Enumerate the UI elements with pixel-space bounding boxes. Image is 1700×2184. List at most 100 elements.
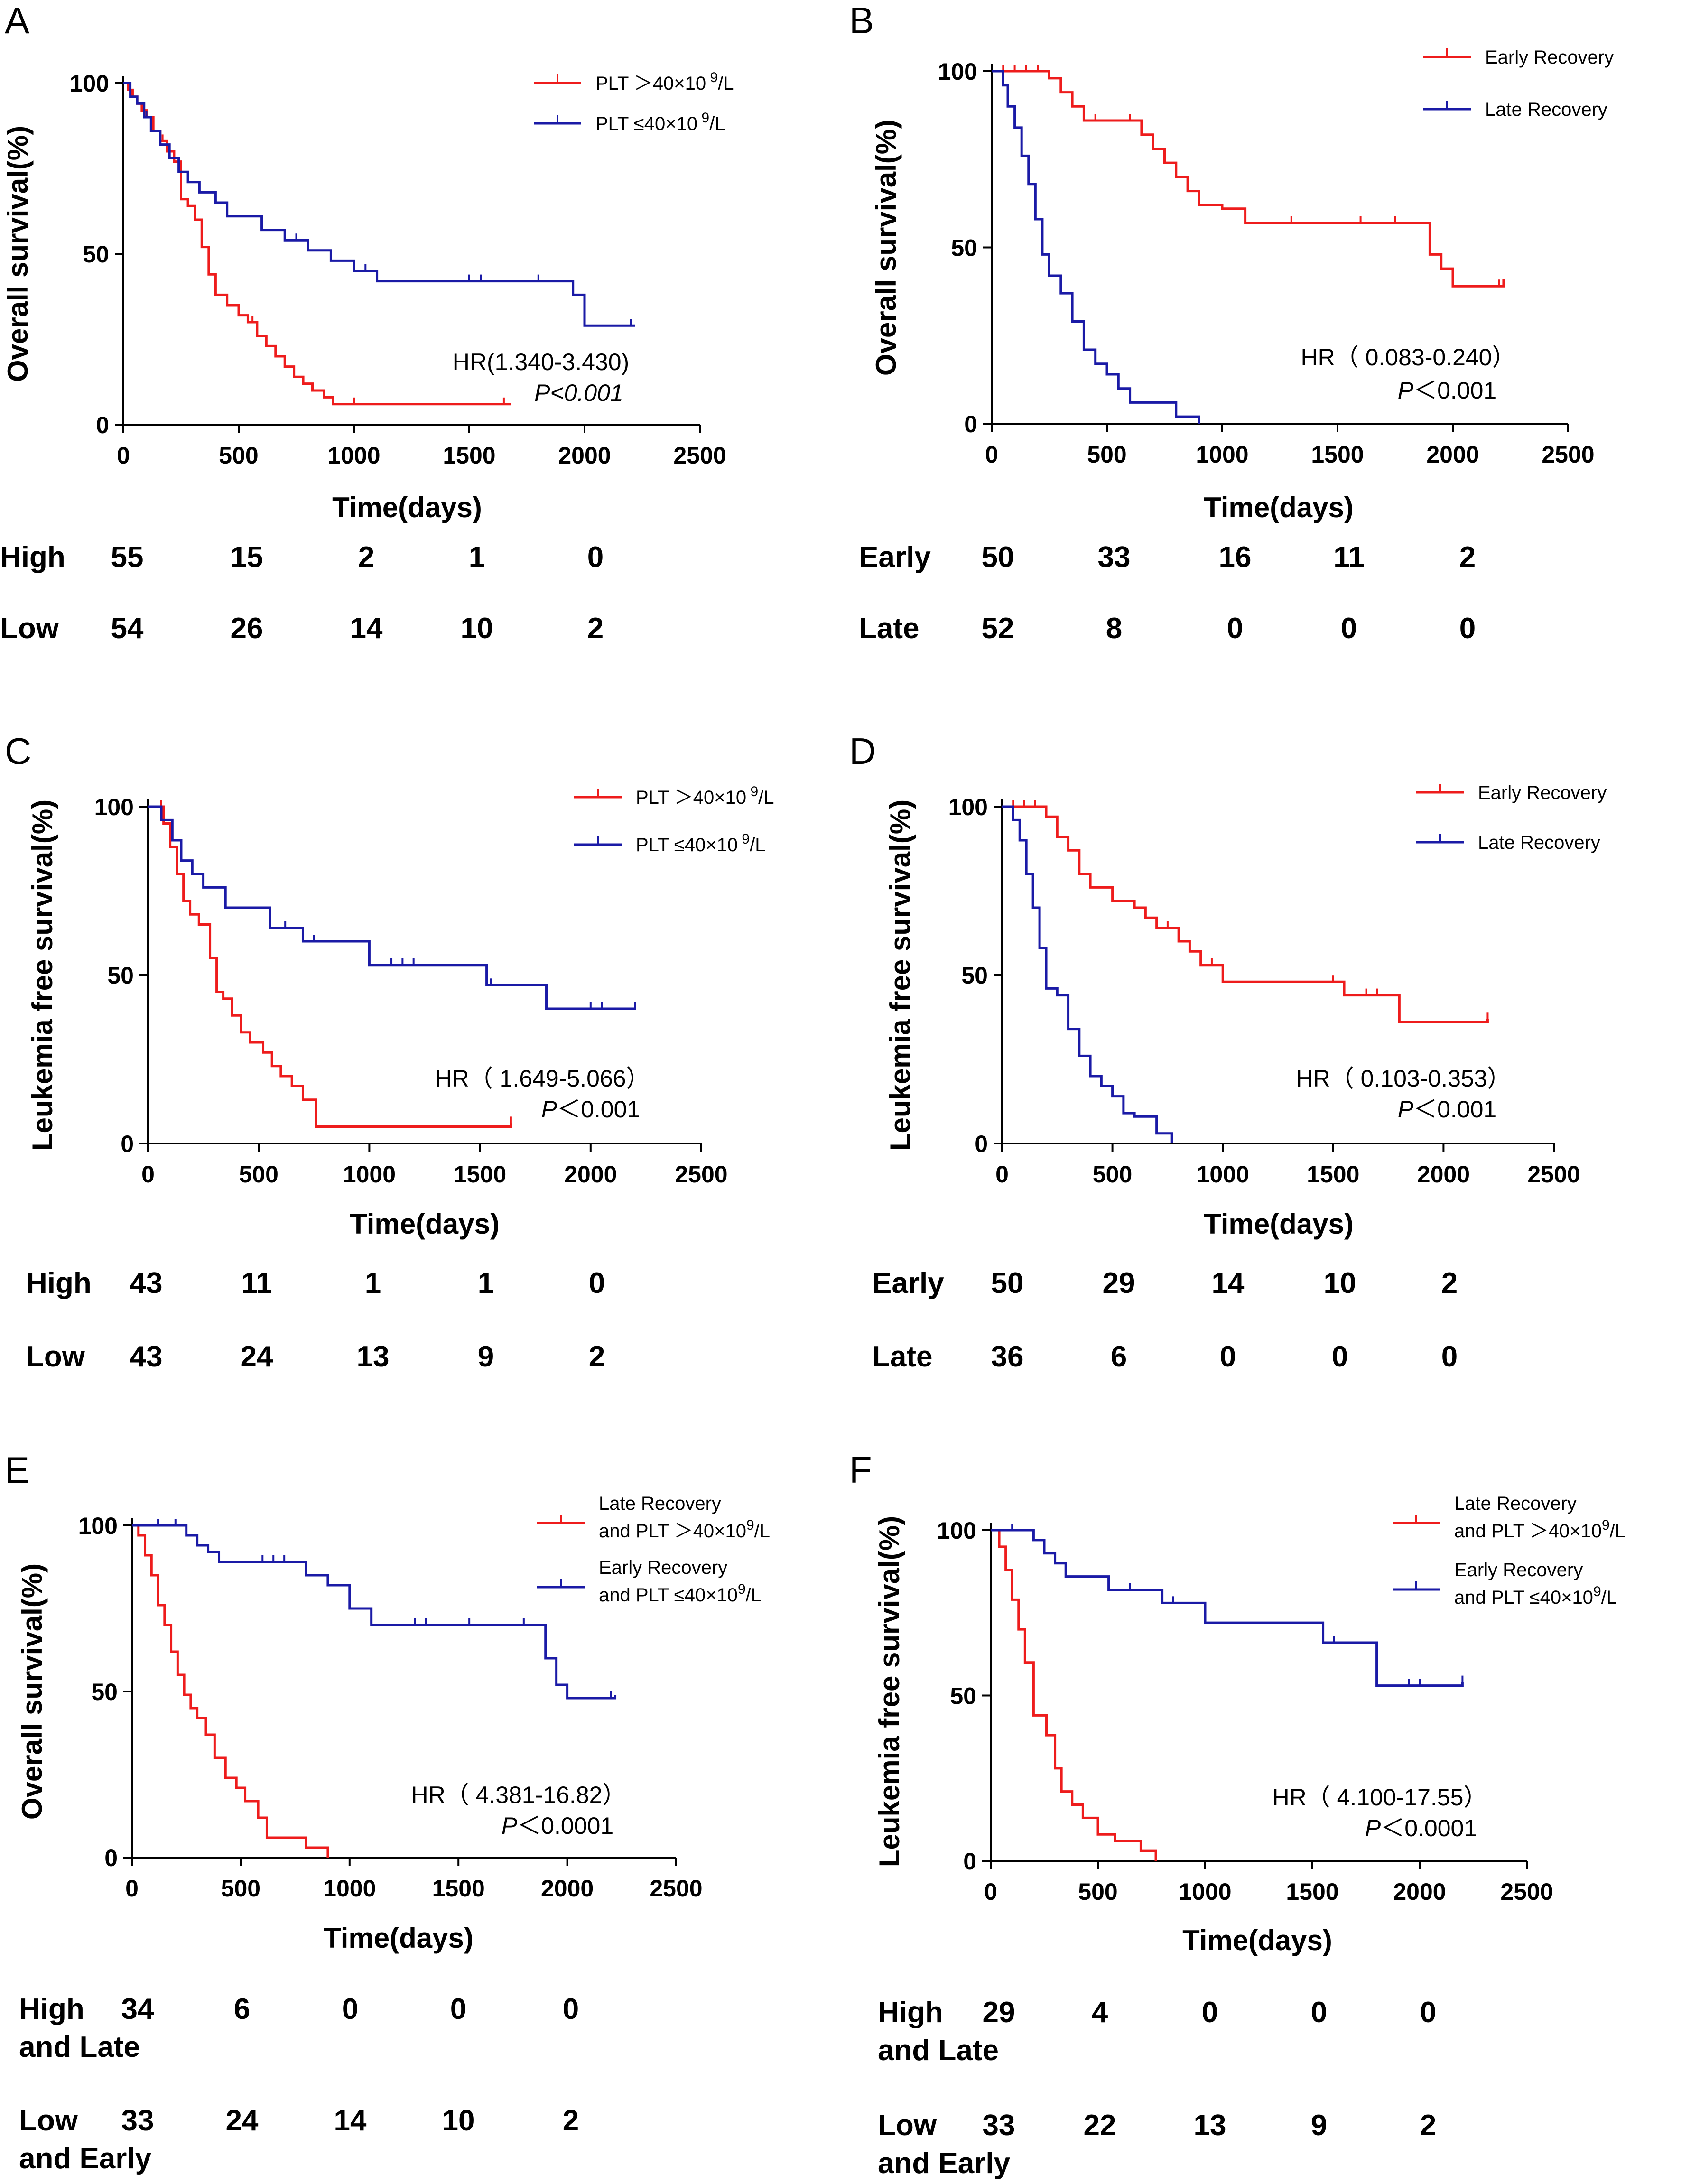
risk-count: 29	[1103, 1267, 1135, 1300]
km-curve-blue	[123, 82, 635, 327]
x-tick-label: 500	[239, 1161, 278, 1188]
km-curve-blue	[991, 1529, 1464, 1687]
risk-count: 14	[350, 612, 383, 645]
x-tick-label: 500	[1093, 1161, 1132, 1188]
x-tick-label: 0	[985, 441, 998, 468]
legend-label: Late Recovery	[1485, 99, 1607, 120]
risk-row-label: High	[878, 1996, 943, 2029]
x-tick-label: 0	[117, 442, 130, 469]
y-tick-label: 0	[964, 411, 977, 437]
panel-f: F0 500 1000 1500 2000 2500050100Time(days)Leu…	[849, 1449, 1626, 2180]
risk-count: 11	[241, 1267, 272, 1300]
risk-count: 0	[1227, 612, 1243, 645]
y-tick-label: 100	[938, 58, 977, 85]
legend-label-line1: Early Recovery	[599, 1557, 727, 1578]
x-tick-label: 2500	[1500, 1878, 1553, 1905]
y-tick-label: 0	[121, 1131, 134, 1157]
risk-row-label: and Late	[878, 2034, 999, 2067]
hazard-ratio: HR（ 0.083-0.240）	[1301, 344, 1515, 371]
legend-label: PLT ＞40×10 9/L	[595, 70, 734, 94]
risk-count: 0	[589, 1267, 605, 1300]
x-tick-label: 1000	[1179, 1878, 1231, 1905]
legend-item-blue: Early Recovery and PLT ≤40×109/L	[1393, 1560, 1617, 1608]
risk-table: Early 50 33 16 11 2 Late 52 8 0 0 0	[859, 541, 1476, 645]
risk-table: High and Late 34 6 0 0 0 Low and Early 33 24 14 10 2	[19, 1993, 579, 2175]
y-tick-label: 50	[961, 962, 988, 989]
x-tick-label: 500	[1078, 1878, 1117, 1905]
legend-label: PLT ≤40×10 9/L	[595, 110, 725, 134]
panel-letter-b: B	[849, 0, 874, 41]
legend-label: Early Recovery	[1485, 47, 1614, 68]
risk-count: 29	[983, 1996, 1015, 2029]
panel-c: C 0 500 1000 1500 2000 2500 0 50 100 Time(days) Leu…	[5, 730, 774, 1373]
km-curve-blue	[132, 1524, 617, 1700]
risk-count: 0	[587, 541, 604, 574]
x-tick-label: 1000	[1196, 441, 1248, 468]
x-tick-label: 500	[221, 1875, 260, 1902]
risk-count: 6	[234, 1993, 250, 2026]
risk-count: 2	[358, 541, 374, 574]
risk-count: 6	[1111, 1340, 1127, 1373]
y-axis-label: Overall survival(%)	[870, 120, 902, 376]
p-value: P＜0.001	[1398, 1096, 1496, 1123]
km-curve-blue	[148, 805, 635, 1010]
risk-row-label: High	[26, 1267, 92, 1300]
hazard-ratio: HR（ 4.100-17.55）	[1272, 1784, 1487, 1811]
x-tick-label: 1500	[443, 442, 495, 469]
risk-row-label: Early	[859, 541, 931, 574]
x-tick-label: 0	[995, 1161, 1009, 1188]
km-curve-blue	[1002, 805, 1173, 1143]
risk-count: 50	[982, 541, 1014, 574]
km-curve-blue	[992, 70, 1200, 424]
y-axis-label: Overall survival(%)	[16, 1563, 48, 1820]
panel-letter-d: D	[849, 730, 876, 772]
hazard-ratio: HR（ 1.649-5.066）	[435, 1065, 650, 1092]
risk-row-label: Low	[26, 1340, 85, 1373]
y-tick-label: 0	[104, 1845, 118, 1871]
risk-count: 13	[357, 1340, 390, 1373]
risk-count: 0	[563, 1993, 579, 2026]
y-axis-label: Leukemia free survival(%)	[873, 1516, 905, 1867]
x-tick-label: 2500	[675, 1161, 727, 1188]
y-axis-label: Leukemia free survival(%)	[884, 799, 916, 1151]
x-tick-label: 2000	[541, 1875, 594, 1902]
risk-row-label: Late	[872, 1340, 932, 1373]
y-tick-label: 50	[107, 962, 134, 989]
panel-b: B0 500 1000 1500 2000 2500050100Time(days)Ove…	[849, 0, 1614, 645]
risk-count: 33	[1098, 541, 1131, 574]
risk-count: 2	[1459, 541, 1476, 574]
risk-row-label: Early	[872, 1267, 944, 1300]
p-value: P＜0.0001	[502, 1812, 613, 1839]
legend-label: and PLT ＞40×109/L	[1454, 1517, 1626, 1542]
x-tick-label: 1500	[454, 1161, 506, 1188]
legend-item-red: PLT ＞40×10 9/L	[534, 70, 734, 94]
risk-row-label: Late	[859, 612, 919, 645]
panel-letter-c: C	[5, 730, 31, 772]
risk-count: 10	[442, 2104, 475, 2137]
risk-count: 34	[121, 1993, 154, 2026]
panel-d: D0 500 1000 1500 2000 2500050100Time(days)Leu…	[849, 730, 1607, 1373]
p-value: P<0.001	[534, 380, 623, 406]
x-tick-label: 2000	[564, 1161, 617, 1188]
risk-count: 22	[1084, 2109, 1116, 2142]
risk-row-label: High	[19, 1993, 84, 2026]
km-curve-red	[148, 805, 512, 1128]
risk-row-label: and Early	[19, 2142, 152, 2175]
x-tick-label: 0	[125, 1875, 139, 1902]
legend-item-blue: Early Recovery and PLT ≤40×109/L	[537, 1557, 762, 1606]
x-tick-label: 1500	[1307, 1161, 1359, 1188]
y-tick-label: 100	[94, 794, 134, 820]
risk-count: 1	[469, 541, 485, 574]
y-tick-label: 50	[83, 241, 109, 268]
risk-row-label: and Early	[878, 2147, 1011, 2180]
x-axis-label: Time(days)	[350, 1208, 500, 1240]
x-tick-label: 1500	[1286, 1878, 1338, 1905]
legend-label: PLT ≤40×10 9/L	[636, 831, 765, 855]
risk-count: 24	[226, 2104, 259, 2137]
risk-count: 0	[342, 1993, 358, 2026]
risk-count: 2	[1441, 1267, 1458, 1300]
risk-count: 1	[478, 1267, 494, 1300]
y-tick-label: 100	[70, 70, 109, 97]
risk-count: 10	[461, 612, 493, 645]
